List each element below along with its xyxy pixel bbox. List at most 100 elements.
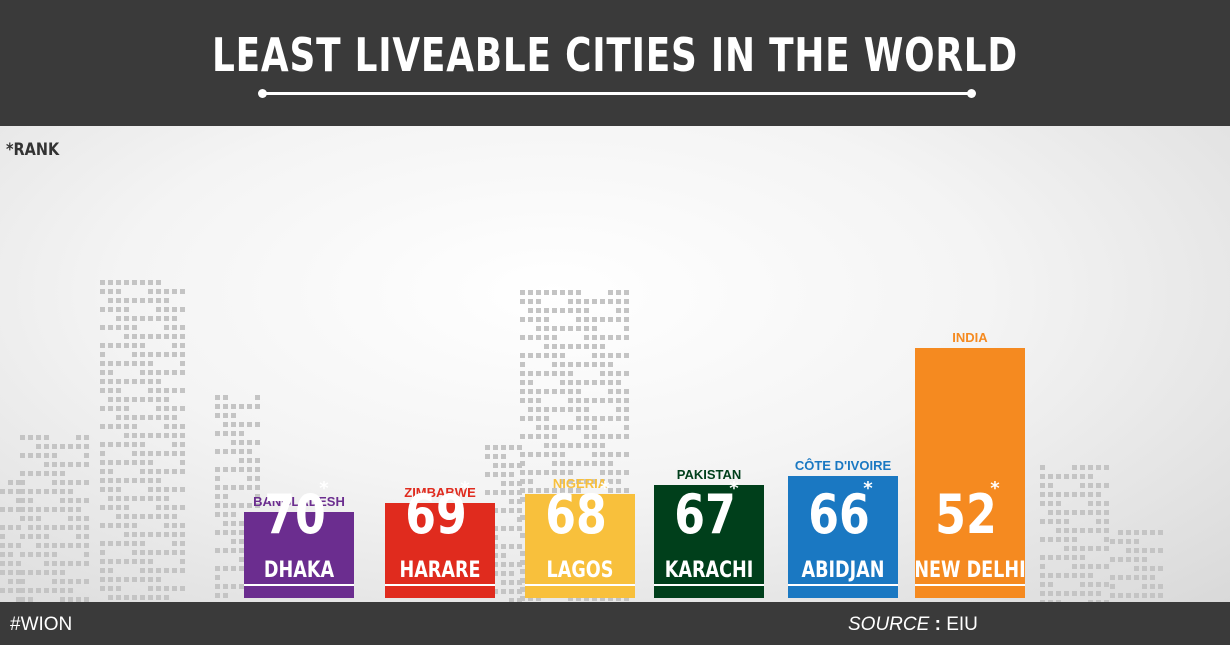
skyline-window <box>624 308 629 313</box>
skyline-window <box>568 380 573 385</box>
skyline-window <box>1110 575 1115 580</box>
skyline-window <box>100 541 105 546</box>
hashtag-label: #WION <box>10 614 73 635</box>
skyline-window <box>560 380 565 385</box>
skyline-window <box>100 460 105 465</box>
skyline-window <box>1142 593 1147 598</box>
skyline-window <box>180 460 185 465</box>
skyline-window <box>592 335 597 340</box>
skyline-window <box>493 454 498 459</box>
skyline-window <box>1134 557 1139 562</box>
skyline-window <box>1064 573 1069 578</box>
skyline-window <box>536 317 541 322</box>
skyline-window <box>108 370 113 375</box>
skyline-window <box>560 389 565 394</box>
skyline-window <box>164 415 169 420</box>
skyline-window <box>140 478 145 483</box>
skyline-window <box>52 507 57 512</box>
skyline-window <box>517 508 522 513</box>
skyline-window <box>255 404 260 409</box>
skyline-window <box>231 467 236 472</box>
skyline-window <box>164 433 169 438</box>
skyline-window <box>132 460 137 465</box>
skyline-window <box>1096 582 1101 587</box>
skyline-window <box>116 343 121 348</box>
skyline-window <box>108 577 113 582</box>
skyline-window <box>20 471 25 476</box>
skyline-window <box>536 425 541 430</box>
skyline-window <box>231 539 236 544</box>
skyline-window <box>584 362 589 367</box>
skyline-window <box>600 596 605 601</box>
skyline-window <box>124 379 129 384</box>
skyline-window <box>36 552 41 557</box>
skyline-window <box>600 344 605 349</box>
skyline-window <box>568 488 573 493</box>
skyline-window <box>560 407 565 412</box>
skyline-window <box>36 543 41 548</box>
skyline-window <box>172 505 177 510</box>
skyline-window <box>124 334 129 339</box>
skyline-window <box>148 451 153 456</box>
skyline-window <box>172 307 177 312</box>
country-label: NIGERIA <box>553 476 608 491</box>
skyline-window <box>44 435 49 440</box>
skyline-window <box>148 586 153 591</box>
skyline-window <box>501 580 506 585</box>
skyline-window <box>576 317 581 322</box>
skyline-window <box>124 325 129 330</box>
skyline-window <box>608 290 613 295</box>
skyline-window <box>528 416 533 421</box>
skyline-window <box>608 398 613 403</box>
skyline-window <box>116 361 121 366</box>
skyline-window <box>180 361 185 366</box>
skyline-window <box>68 507 73 512</box>
skyline-window <box>180 352 185 357</box>
skyline-window <box>1048 519 1053 524</box>
skyline-window <box>624 398 629 403</box>
skyline-window <box>1040 483 1045 488</box>
skyline-window <box>536 299 541 304</box>
skyline-window <box>1040 474 1045 479</box>
skyline-window <box>576 326 581 331</box>
skyline-window <box>520 497 525 502</box>
skyline-window <box>140 568 145 573</box>
skyline-window <box>215 404 220 409</box>
skyline-window <box>1096 519 1101 524</box>
skyline-window <box>84 525 89 530</box>
skyline-window <box>239 431 244 436</box>
skyline-window <box>1126 530 1131 535</box>
skyline-window <box>517 562 522 567</box>
skyline-window <box>156 550 161 555</box>
skyline-window <box>172 532 177 537</box>
skyline-window <box>180 469 185 474</box>
skyline-window <box>528 308 533 313</box>
skyline-window <box>180 424 185 429</box>
skyline-window <box>223 395 228 400</box>
skyline-window <box>28 489 33 494</box>
skyline-window <box>528 488 533 493</box>
skyline-window <box>1110 557 1115 562</box>
skyline-window <box>156 568 161 573</box>
skyline-window <box>28 507 33 512</box>
skyline-window <box>60 570 65 575</box>
skyline-window <box>1134 539 1139 544</box>
skyline-window <box>584 596 589 601</box>
skyline-window <box>493 535 498 540</box>
skyline-window <box>536 596 541 601</box>
skyline-window <box>76 435 81 440</box>
source-value: EIU <box>946 614 978 635</box>
skyline-window <box>1040 582 1045 587</box>
skyline-window <box>108 325 113 330</box>
skyline-window <box>239 440 244 445</box>
skyline-window <box>608 389 613 394</box>
skyline-window <box>28 570 33 575</box>
skyline-window <box>156 388 161 393</box>
skyline-window <box>1104 582 1109 587</box>
skyline-window <box>44 570 49 575</box>
skyline-window <box>164 505 169 510</box>
city-label: LAGOS <box>547 557 614 582</box>
skyline-window <box>1096 510 1101 515</box>
skyline-window <box>1134 548 1139 553</box>
skyline-window <box>1104 510 1109 515</box>
